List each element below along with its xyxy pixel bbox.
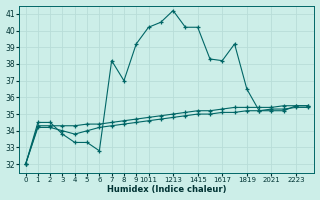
X-axis label: Humidex (Indice chaleur): Humidex (Indice chaleur) (107, 185, 227, 194)
